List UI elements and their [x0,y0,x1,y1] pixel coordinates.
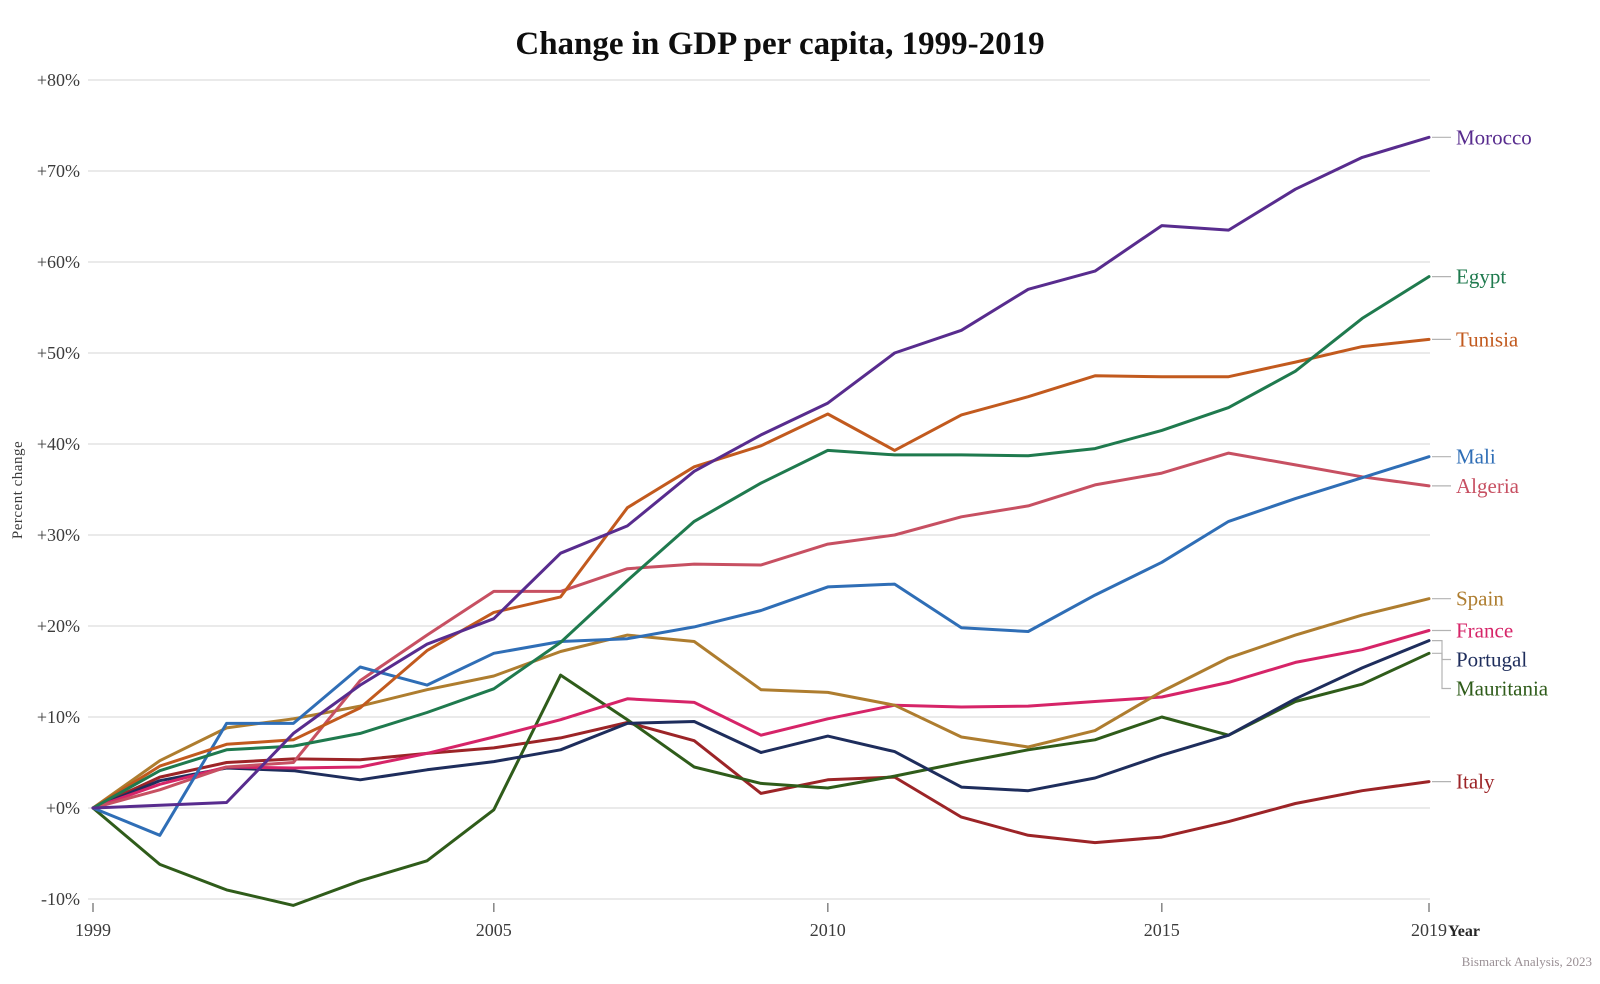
y-tick-label-80: +80% [37,70,80,90]
series-line-portugal [91,639,1431,810]
y-tick-label-70: +70% [37,161,80,181]
series-layer [91,135,1431,907]
series-leader-portugal [1432,640,1451,661]
gridline-layer [88,79,1430,900]
series-label-morocco: Morocco [1456,125,1532,149]
x-tick-label-2015: 2015 [1144,920,1180,940]
x-tick-label-2010: 2010 [810,920,846,940]
y-tick-label-20: +20% [37,616,80,636]
series-label-portugal: Portugal [1456,648,1527,672]
series-line-mauritania [91,651,1431,907]
series-line-tunisia [91,337,1431,810]
axis-layer: +80% +70% +60% +50% +40% +30% +20% +10% +0% -10% 1… [37,70,1447,940]
y-axis-title: Percent change [10,441,26,539]
series-label-layer: Morocco Egypt Tunisia Mali Algeria Spain Franc… [1432,125,1549,794]
series-leader-mauritania [1432,652,1451,690]
chart-title: Change in GDP per capita, 1999-2019 [515,26,1044,62]
series-line-spain [91,597,1431,810]
series-label-mali: Mali [1456,445,1496,469]
x-tick-label-1999: 1999 [75,920,111,940]
y-tick-label-10: +10% [37,707,80,727]
series-line-italy [91,721,1431,845]
y-tick-label--10: -10% [41,889,80,909]
y-tick-label-0: +0% [46,798,80,818]
source-attribution: Bismarck Analysis, 2023 [1462,954,1592,969]
y-tick-label-40: +40% [37,434,80,454]
y-tick-label-50: +50% [37,343,80,363]
series-label-france: France [1456,619,1513,643]
series-label-egypt: Egypt [1456,265,1506,289]
series-label-algeria: Algeria [1456,474,1520,498]
series-label-italy: Italy [1456,770,1495,794]
x-tick-label-2005: 2005 [476,920,512,940]
series-line-france [91,629,1431,810]
y-tick-label-30: +30% [37,525,80,545]
series-line-morocco [91,135,1431,810]
series-label-mauritania: Mauritania [1456,677,1549,701]
y-tick-label-60: +60% [37,252,80,272]
x-tick-label-2019: 2019 [1411,920,1447,940]
series-line-algeria [91,451,1431,810]
series-label-tunisia: Tunisia [1456,327,1519,351]
x-axis-title: Year [1448,923,1480,940]
series-line-mali [91,455,1431,837]
series-label-spain: Spain [1456,587,1504,611]
series-line-egypt [91,275,1431,810]
